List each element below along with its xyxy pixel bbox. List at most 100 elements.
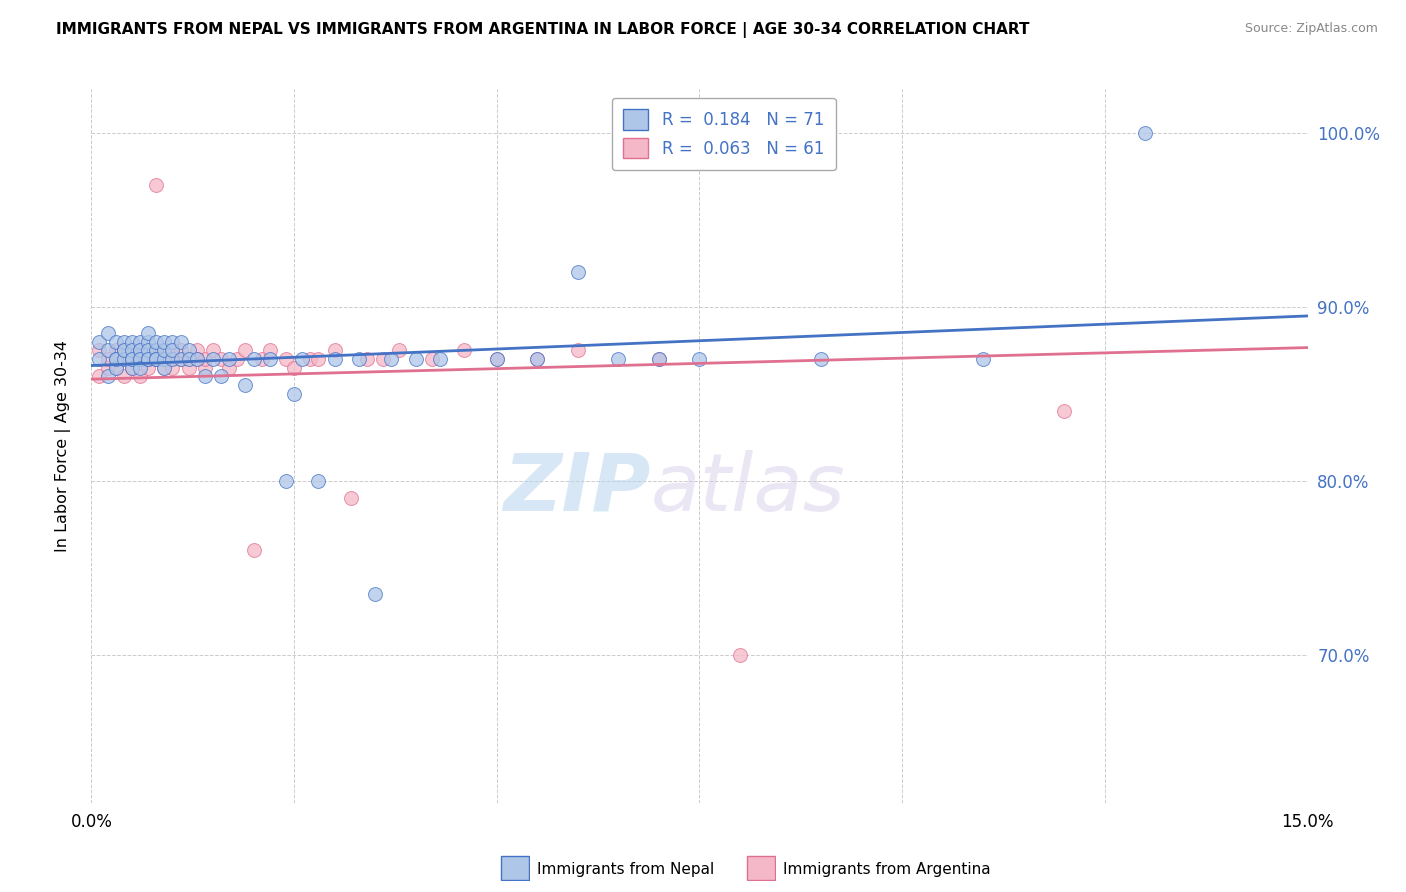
- Point: [121, 351, 143, 366]
- Point: [129, 343, 152, 358]
- Point: [129, 351, 152, 366]
- Point: [129, 343, 152, 358]
- Point: [194, 360, 217, 375]
- Point: [112, 343, 135, 358]
- Point: [169, 334, 191, 349]
- Point: [153, 360, 176, 375]
- Point: [89, 343, 111, 358]
- Point: [405, 351, 427, 366]
- Point: [202, 343, 225, 358]
- Point: [526, 351, 548, 366]
- Point: [112, 343, 135, 358]
- Point: [810, 351, 832, 366]
- Point: [136, 351, 159, 366]
- Point: [607, 351, 630, 366]
- Point: [356, 351, 378, 366]
- Point: [104, 360, 127, 375]
- Point: [97, 343, 120, 358]
- Point: [347, 351, 370, 366]
- Point: [283, 360, 305, 375]
- Text: atlas: atlas: [651, 450, 845, 528]
- Point: [153, 343, 176, 358]
- Point: [136, 326, 159, 340]
- Point: [136, 351, 159, 366]
- Point: [136, 343, 159, 358]
- Point: [567, 343, 589, 358]
- FancyBboxPatch shape: [501, 856, 529, 880]
- Legend: R =  0.184   N = 71, R =  0.063   N = 61: R = 0.184 N = 71, R = 0.063 N = 61: [612, 97, 835, 169]
- Point: [145, 343, 167, 358]
- Point: [97, 360, 120, 375]
- Point: [112, 351, 135, 366]
- Point: [89, 334, 111, 349]
- Point: [648, 351, 671, 366]
- Point: [153, 360, 176, 375]
- Point: [373, 351, 395, 366]
- Point: [299, 351, 322, 366]
- Point: [121, 343, 143, 358]
- Text: Immigrants from Argentina: Immigrants from Argentina: [783, 863, 991, 877]
- Point: [104, 351, 127, 366]
- Point: [728, 648, 751, 662]
- Point: [218, 351, 240, 366]
- Point: [307, 474, 329, 488]
- Point: [112, 369, 135, 384]
- Point: [177, 351, 200, 366]
- Point: [218, 360, 240, 375]
- Point: [202, 351, 225, 366]
- Point: [323, 351, 346, 366]
- Point: [194, 351, 217, 366]
- Point: [153, 343, 176, 358]
- Point: [274, 474, 297, 488]
- Point: [112, 343, 135, 358]
- Point: [121, 334, 143, 349]
- Point: [186, 351, 208, 366]
- Point: [112, 334, 135, 349]
- Point: [209, 351, 232, 366]
- Point: [129, 351, 152, 366]
- Point: [136, 351, 159, 366]
- Point: [380, 351, 402, 366]
- Point: [242, 351, 264, 366]
- Point: [153, 351, 176, 366]
- Point: [129, 360, 152, 375]
- Point: [259, 351, 281, 366]
- Point: [97, 326, 120, 340]
- Point: [129, 369, 152, 384]
- Point: [121, 360, 143, 375]
- Point: [567, 265, 589, 279]
- Point: [162, 351, 184, 366]
- Point: [186, 351, 208, 366]
- Point: [526, 351, 548, 366]
- Point: [169, 351, 191, 366]
- Point: [136, 360, 159, 375]
- Point: [162, 343, 184, 358]
- Point: [429, 351, 451, 366]
- Point: [235, 343, 257, 358]
- Text: ZIP: ZIP: [503, 450, 651, 528]
- Point: [209, 369, 232, 384]
- Point: [153, 351, 176, 366]
- Text: IMMIGRANTS FROM NEPAL VS IMMIGRANTS FROM ARGENTINA IN LABOR FORCE | AGE 30-34 CO: IMMIGRANTS FROM NEPAL VS IMMIGRANTS FROM…: [56, 22, 1029, 38]
- Point: [291, 351, 314, 366]
- Point: [129, 343, 152, 358]
- Point: [121, 360, 143, 375]
- Point: [162, 343, 184, 358]
- Point: [1135, 126, 1157, 140]
- Point: [121, 351, 143, 366]
- Point: [283, 386, 305, 401]
- Text: Source: ZipAtlas.com: Source: ZipAtlas.com: [1244, 22, 1378, 36]
- Point: [274, 351, 297, 366]
- Point: [259, 343, 281, 358]
- Point: [145, 351, 167, 366]
- Point: [129, 351, 152, 366]
- Point: [364, 587, 387, 601]
- Point: [235, 378, 257, 392]
- Point: [688, 351, 710, 366]
- Point: [104, 334, 127, 349]
- Point: [891, 822, 914, 836]
- Point: [323, 343, 346, 358]
- Point: [145, 351, 167, 366]
- Point: [89, 369, 111, 384]
- Point: [485, 351, 508, 366]
